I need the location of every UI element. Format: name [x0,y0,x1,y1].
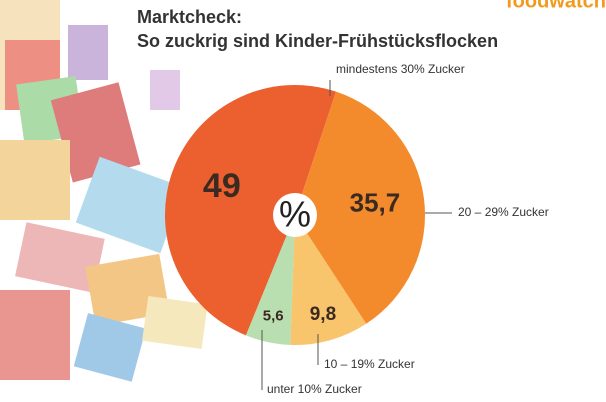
category-label: mindestens 30% Zucker [336,62,465,76]
logo: foodwatch [506,0,606,12]
value-label: 9,8 [310,304,336,325]
cereal-photo [0,0,208,382]
chart-title: Marktcheck: [137,7,242,27]
category-label: 20 – 29% Zucker [458,205,549,219]
value-label: 49 [203,167,241,205]
category-label: 10 – 19% Zucker [324,357,415,371]
chart-subtitle: So zuckrig sind Kinder-Frühstücksflocken [137,31,498,51]
pie-slice [165,85,337,336]
category-label: unter 10% Zucker [267,382,362,396]
value-label: 35,7 [350,187,401,217]
center-label: % [279,194,311,235]
pie-slice [290,215,367,345]
pie-slice [245,215,295,345]
pie-slice [295,91,426,324]
center-hole [273,193,317,237]
value-label: 5,6 [263,308,284,325]
